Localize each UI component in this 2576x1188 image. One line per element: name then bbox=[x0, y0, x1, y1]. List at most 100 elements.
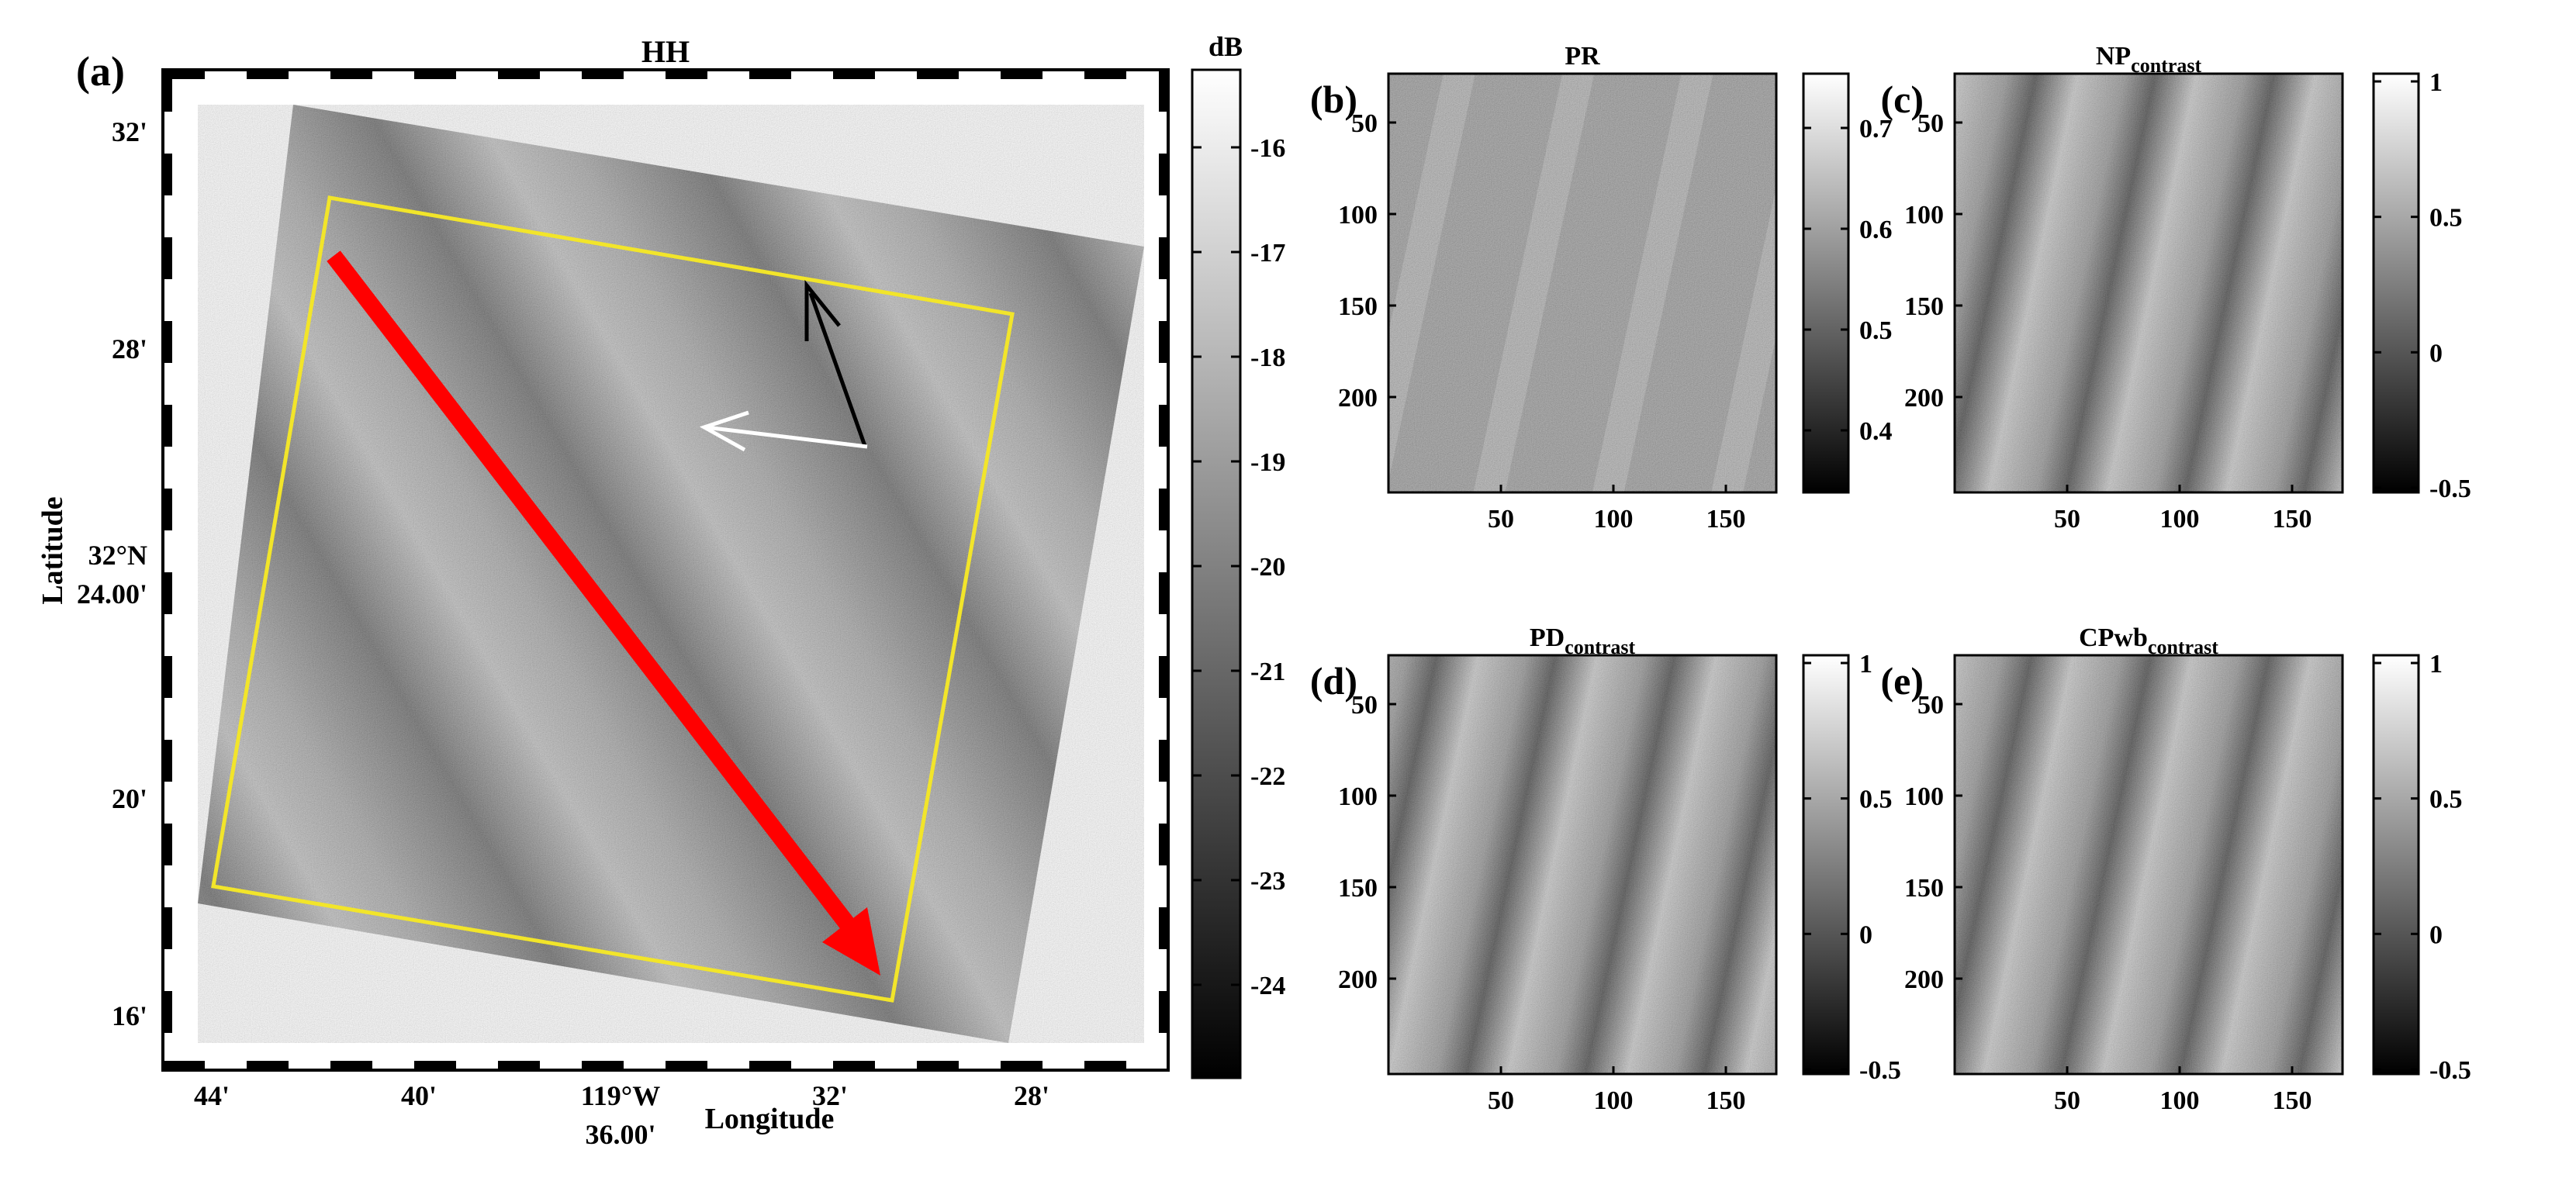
panel-letter: (b) bbox=[1310, 78, 1357, 121]
frame-tick bbox=[1159, 824, 1168, 865]
panel-c: (c) NPcontrast 50 100 150 200 50 100 150 1 0.5 0 -0.… bbox=[1881, 42, 2471, 534]
map-frame-border-ticks bbox=[163, 70, 1168, 1070]
frame-tick bbox=[666, 70, 707, 79]
colorbar-tick-label: 0.6 bbox=[1859, 216, 1893, 244]
panel-image-texture bbox=[1955, 655, 2343, 1074]
colorbar-tick-label: 0.4 bbox=[1859, 417, 1893, 446]
colorbar-tick-label: 0.5 bbox=[1859, 316, 1893, 345]
white-arrow bbox=[699, 410, 868, 452]
frame-tick bbox=[1159, 656, 1168, 698]
frame-tick bbox=[1159, 489, 1168, 530]
colorbar-tick-label: -21 bbox=[1250, 658, 1285, 686]
colorbar-tick-label: 0 bbox=[2429, 920, 2443, 949]
frame-tick bbox=[1159, 572, 1168, 614]
colorbar-tick-label: -17 bbox=[1250, 239, 1285, 268]
colorbar-tick-label: 0.5 bbox=[2429, 786, 2463, 814]
y-tick-label: 150 bbox=[1904, 292, 1944, 321]
frame-tick bbox=[1001, 1061, 1043, 1070]
panel-frame bbox=[1953, 654, 2344, 1076]
panel-title: PR bbox=[1565, 42, 1600, 71]
frame-tick bbox=[1159, 740, 1168, 782]
frame-tick bbox=[163, 489, 172, 530]
panel-colorbar bbox=[2372, 654, 2420, 1076]
panel-title: CPwbcontrast bbox=[2079, 623, 2218, 658]
frame-tick bbox=[414, 70, 456, 79]
frame-tick bbox=[163, 907, 172, 949]
hh-colorbar-ticks: -16 -17 -18 -19 -20 -21 -22 -23 -24 bbox=[1192, 134, 1285, 1000]
panel-a: (a) HH 32' 28' 32°N 24.00' bbox=[36, 31, 1285, 1150]
panel-image-texture bbox=[1388, 74, 1776, 492]
y-tick-label: 100 bbox=[1904, 782, 1944, 811]
frame-tick bbox=[1159, 991, 1168, 1033]
panel-b: (b) PR 50 100 150 200 50 100 150 0.7 0.6 0.5 0.4 bbox=[1310, 42, 1893, 534]
colorbar-tick-label: -0.5 bbox=[2429, 1056, 2471, 1085]
panel-colorbar bbox=[1802, 72, 1850, 494]
panel-image-texture bbox=[1955, 74, 2343, 492]
colorbar-tick-label: 0.5 bbox=[1859, 786, 1893, 814]
panel-a-letter: (a) bbox=[76, 48, 125, 95]
x-tick-label: 100 bbox=[1594, 1086, 1634, 1115]
lat-tick: 16' bbox=[112, 1000, 147, 1031]
colorbar-tick-label: -20 bbox=[1250, 553, 1285, 582]
x-tick-label: 100 bbox=[2160, 1086, 2200, 1115]
colorbar-tick-label: 1 bbox=[1859, 650, 1872, 679]
frame-tick bbox=[247, 70, 289, 79]
frame-tick bbox=[1159, 907, 1168, 949]
x-tick-label: 50 bbox=[2054, 505, 2080, 534]
frame-tick bbox=[582, 70, 624, 79]
lat-tick: 32' bbox=[112, 116, 147, 147]
colorbar-tick-label: 0.7 bbox=[1859, 115, 1893, 143]
frame-tick bbox=[833, 1061, 875, 1070]
black-arrow bbox=[804, 279, 867, 447]
frame-tick bbox=[163, 572, 172, 614]
lon-tick: 119°W bbox=[581, 1080, 660, 1111]
y-tick-label: 100 bbox=[1338, 782, 1378, 811]
y-tick-label: 200 bbox=[1338, 965, 1378, 994]
frame-tick bbox=[749, 70, 791, 79]
panel-e: (e) CPwbcontrast 50 100 150 200 50 100 150 1 0.5 0 -… bbox=[1881, 623, 2471, 1115]
colorbar-tick-label: -22 bbox=[1250, 762, 1285, 791]
colorbar-tick-label: 1 bbox=[2429, 650, 2443, 679]
x-tick-label: 100 bbox=[1594, 505, 1634, 534]
frame-tick bbox=[163, 1061, 205, 1070]
lat-tick: 24.00' bbox=[77, 578, 147, 610]
lon-tick: 40' bbox=[401, 1080, 437, 1111]
sar-image-hh bbox=[198, 105, 1144, 1043]
y-tick-label: 50 bbox=[1917, 109, 1944, 138]
frame-tick bbox=[163, 154, 172, 195]
frame-tick bbox=[163, 70, 172, 112]
lat-tick: 32°N bbox=[88, 540, 147, 571]
frame-tick bbox=[1159, 321, 1168, 363]
colorbar-tick-label: -18 bbox=[1250, 344, 1285, 372]
panel-frame bbox=[1387, 654, 1778, 1076]
colorbar-tick-label: 0 bbox=[1859, 920, 1872, 949]
colorbar-tick-label: 1 bbox=[2429, 68, 2443, 97]
frame-tick bbox=[1001, 70, 1043, 79]
frame-tick bbox=[498, 1061, 540, 1070]
panel-title: NPcontrast bbox=[2096, 42, 2202, 77]
frame-tick bbox=[163, 740, 172, 782]
colorbar-tick-label: -23 bbox=[1250, 867, 1285, 896]
x-tick-label: 50 bbox=[1488, 505, 1514, 534]
xlabel-longitude: Longitude bbox=[705, 1103, 835, 1135]
frame-tick bbox=[247, 1061, 289, 1070]
y-tick-label: 50 bbox=[1917, 691, 1944, 720]
x-tick-label: 150 bbox=[1706, 1086, 1746, 1115]
panel-image-texture bbox=[1388, 655, 1776, 1074]
lon-tick: 36.00' bbox=[585, 1119, 655, 1150]
frame-tick bbox=[833, 70, 875, 79]
frame-tick bbox=[1159, 405, 1168, 447]
frame-tick bbox=[1084, 70, 1126, 79]
frame-tick bbox=[163, 321, 172, 363]
ylabel-latitude: Latitude bbox=[36, 496, 69, 604]
frame-tick bbox=[330, 1061, 372, 1070]
x-tick-label: 150 bbox=[1706, 505, 1746, 534]
colorbar-tick-label: -0.5 bbox=[2429, 475, 2471, 503]
y-tick-label: 150 bbox=[1904, 874, 1944, 903]
analysis-box bbox=[211, 195, 1015, 1003]
x-tick-label: 50 bbox=[2054, 1086, 2080, 1115]
colorbar-tick-label: 0.5 bbox=[2429, 204, 2463, 233]
panel-letter: (e) bbox=[1881, 659, 1924, 703]
frame-tick bbox=[917, 70, 959, 79]
panel-colorbar bbox=[1802, 654, 1850, 1076]
